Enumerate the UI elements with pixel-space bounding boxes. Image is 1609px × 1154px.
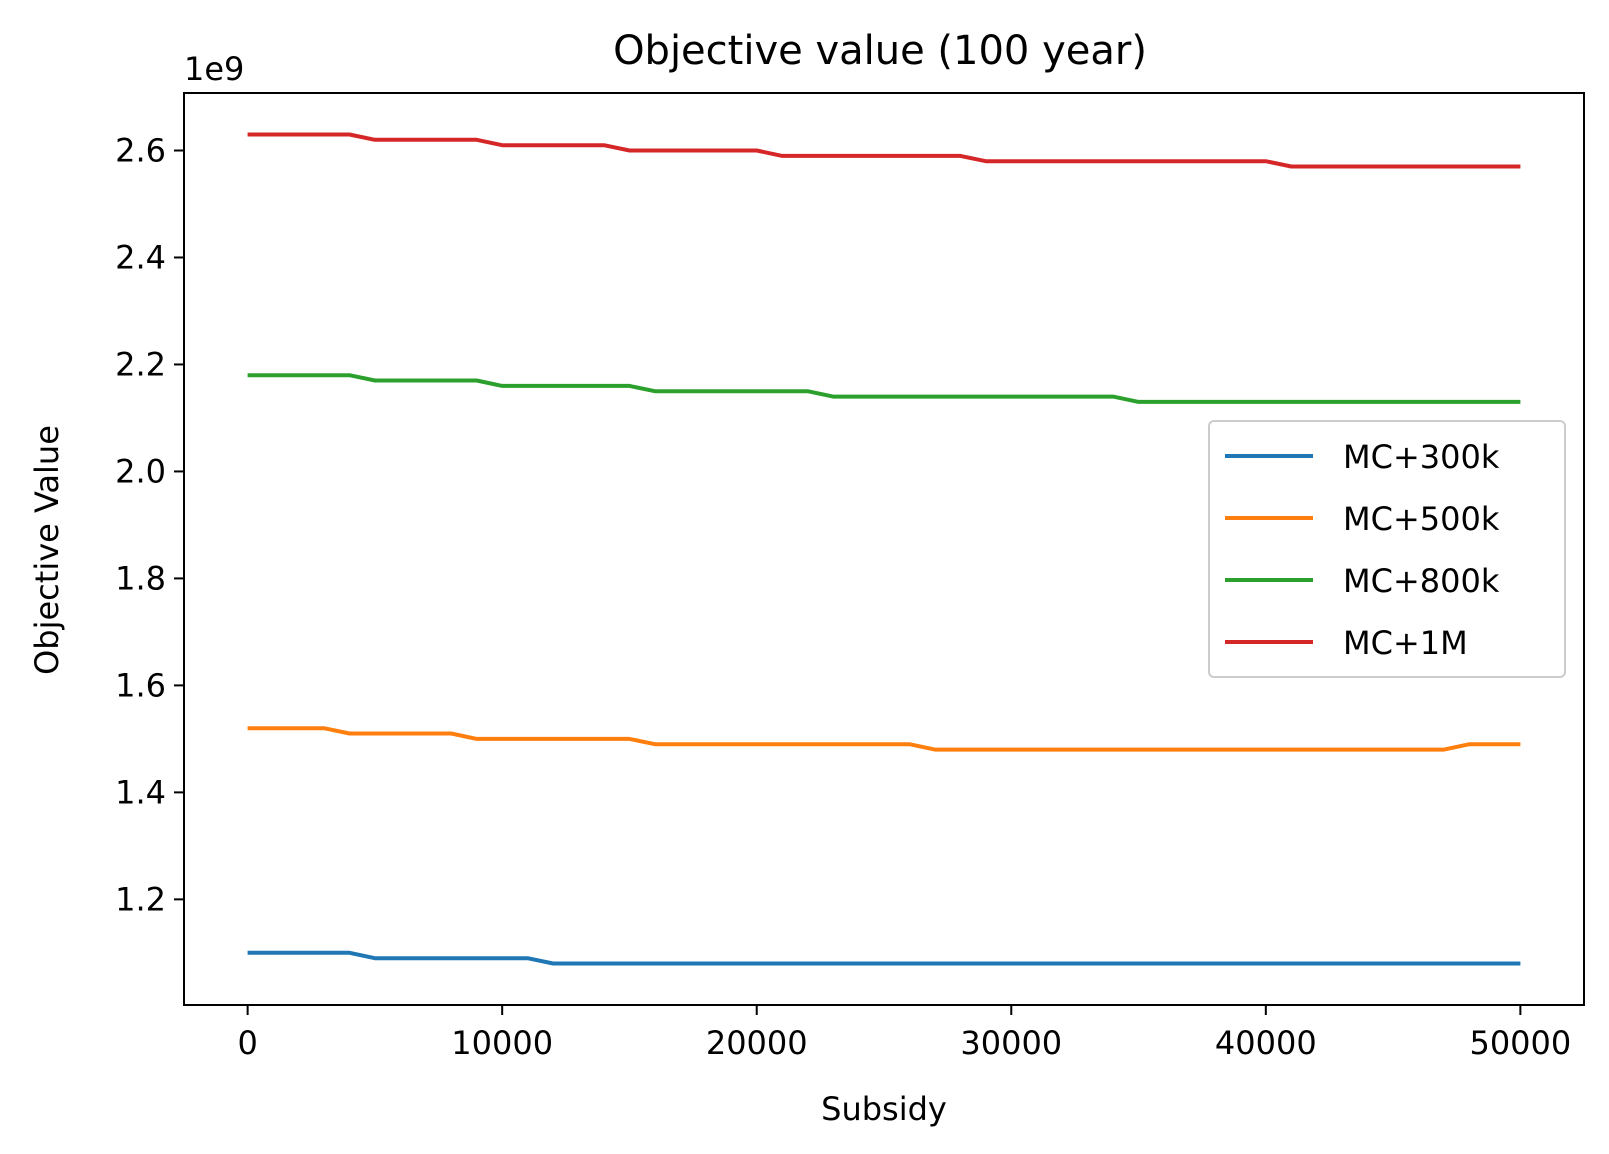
y-tick-label: 1.4 <box>115 773 166 811</box>
y-tick-label: 1.6 <box>115 666 166 704</box>
x-tick-label: 50000 <box>1469 1024 1571 1062</box>
y-tick-label: 2.2 <box>115 345 166 383</box>
x-tick-label: 20000 <box>706 1024 808 1062</box>
x-tick-label: 0 <box>237 1024 257 1062</box>
plot-frame <box>183 92 1585 1006</box>
series-line-1 <box>247 726 1521 752</box>
legend-label-2: MC+800k <box>1343 562 1500 600</box>
y-tick-label: 2.0 <box>115 452 166 490</box>
series-layer <box>247 132 1521 966</box>
legend-label-0: MC+300k <box>1343 438 1500 476</box>
y-tick-label: 2.4 <box>115 238 166 276</box>
y-axis: 1.2 1.4 1.6 1.8 2.0 2.2 2.4 2.6 <box>115 132 184 918</box>
x-tick-label: 30000 <box>960 1024 1062 1062</box>
y-tick-label: 1.8 <box>115 559 166 597</box>
y-tick-label: 1.2 <box>115 880 166 918</box>
y-tick-label: 2.6 <box>115 132 166 170</box>
x-axis-label: Subsidy <box>821 1090 947 1128</box>
legend-label-3: MC+1M <box>1343 624 1468 662</box>
x-tick-label: 10000 <box>451 1024 553 1062</box>
chart-title: Objective value (100 year) <box>613 28 1147 74</box>
legend-label-1: MC+500k <box>1343 500 1500 538</box>
x-tick-label: 40000 <box>1215 1024 1317 1062</box>
series-line-0 <box>247 950 1521 966</box>
series-line-3 <box>247 132 1521 169</box>
x-axis: 0 10000 20000 30000 40000 50000 <box>237 1005 1571 1062</box>
series-line-2 <box>247 373 1521 404</box>
legend: MC+300k MC+500k MC+800k MC+1M <box>1208 420 1566 678</box>
y-offset-label: 1e9 <box>184 50 244 88</box>
legend-box <box>1208 420 1566 678</box>
y-axis-label: Objective Value <box>28 425 66 675</box>
